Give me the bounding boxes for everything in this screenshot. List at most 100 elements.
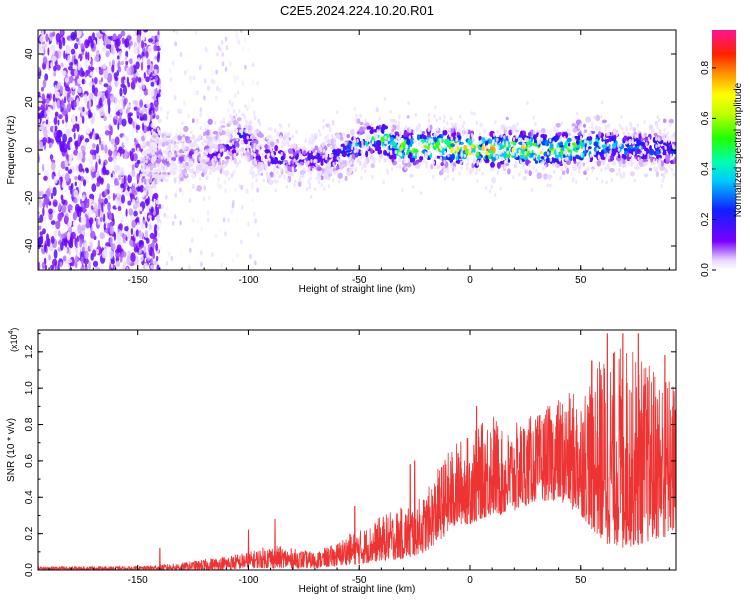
- spectrogram-cell: [132, 100, 138, 105]
- spectrogram-cell: [147, 89, 151, 95]
- spectrogram-cell: [39, 214, 44, 223]
- spectrogram-cell: [100, 77, 103, 82]
- spectrogram-cell: [251, 216, 254, 222]
- spectrogram-cell: [142, 35, 146, 41]
- spectrogram-cell: [378, 124, 382, 130]
- spectrogram-cell: [254, 260, 257, 266]
- spectrogram-cell: [84, 59, 89, 69]
- spectrogram-cell: [53, 249, 58, 260]
- spectrogram-cell: [66, 104, 70, 112]
- spectrogram-cell: [97, 208, 101, 218]
- spectrogram-cell: [170, 255, 174, 261]
- spectrogram-cell: [246, 106, 249, 111]
- spectrogram-cell: [114, 76, 119, 82]
- spectrogram-cell: [83, 141, 88, 147]
- spectrogram-cell: [68, 185, 71, 191]
- spectrogram-cell: [62, 37, 66, 47]
- spectrogram-cell: [254, 218, 257, 224]
- spectrogram-cell: [142, 65, 148, 72]
- spectrogram-cell: [135, 76, 139, 82]
- spectrogram-cell: [73, 149, 79, 156]
- spectrogram-cell: [97, 239, 101, 250]
- spectrogram-cell: [77, 134, 81, 144]
- spectrogram-cell: [78, 163, 83, 173]
- spectrogram-cell: [206, 124, 209, 129]
- spectrogram-cell: [137, 43, 141, 49]
- spectrogram-cell: [207, 85, 210, 91]
- spectrogram-cell: [105, 125, 109, 131]
- spectrogram-cell: [64, 172, 70, 182]
- spectrogram-cell: [245, 188, 249, 194]
- spectrogram-cell: [121, 194, 125, 204]
- spectrogram-cell: [152, 124, 156, 130]
- spectrogram-cell: [143, 72, 146, 79]
- spectrogram-cell: [131, 198, 135, 206]
- spectrogram-cell: [81, 70, 85, 77]
- spectrogram-cell: [121, 251, 127, 258]
- spectrogram-cell: [235, 217, 239, 223]
- spectrogram-cell: [157, 85, 160, 91]
- spectrogram-cell: [89, 71, 94, 77]
- spectrogram-cell: [174, 192, 178, 198]
- spectrogram-cell: [247, 221, 250, 227]
- spectrogram-cell: [155, 114, 160, 120]
- spectrogram-cell: [116, 152, 121, 160]
- spectrogram-cell: [38, 112, 44, 118]
- spectrogram-cell: [236, 90, 240, 96]
- spectrogram-cell: [155, 199, 160, 205]
- spectrogram-cell: [77, 209, 82, 218]
- spectrogram-cell: [78, 182, 82, 192]
- spectrogram-cell: [179, 109, 183, 115]
- spectrogram-cell: [81, 246, 86, 253]
- spectrogram-cell: [77, 64, 81, 71]
- spectrogram-cell: [67, 204, 73, 211]
- spectrogram-cell: [53, 71, 57, 77]
- spectrogram-cell: [100, 143, 104, 151]
- spectrogram-cell: [540, 127, 546, 134]
- spectrogram-cell: [42, 216, 47, 222]
- spectrogram-cell: [145, 50, 149, 59]
- spectrogram-cell: [162, 169, 167, 173]
- spectrogram-cell: [118, 231, 123, 237]
- spectrogram-cell: [50, 192, 54, 200]
- spectrogram-cell: [38, 225, 42, 231]
- spectrogram-cell: [83, 114, 89, 120]
- spectrogram-cell: [52, 93, 56, 103]
- spectrogram-cell: [132, 153, 138, 162]
- spectrogram-cell: [101, 250, 108, 259]
- spectrogram-cell: [119, 87, 123, 97]
- spectrogram-cell: [42, 43, 45, 54]
- spectrogram-cell: [110, 138, 116, 145]
- spectrogram-cell: [202, 196, 206, 202]
- spectrogram-cell: [77, 224, 82, 234]
- spectrogram-cell: [102, 46, 105, 53]
- spectrogram-cell: [203, 185, 206, 191]
- spectrogram-cell: [61, 233, 67, 239]
- spectrogram-cell: [136, 196, 140, 201]
- spectrogram-cell: [89, 209, 93, 215]
- spectrogram-cell: [81, 79, 85, 85]
- spectrogram-cell: [103, 83, 109, 88]
- spectrogram-cell: [106, 72, 113, 83]
- spectrogram-cell: [148, 69, 151, 75]
- spectrogram-cell: [61, 70, 67, 77]
- spectrogram-cell: [117, 200, 121, 206]
- spectrogram-cell: [117, 205, 122, 212]
- spectrogram-cell: [61, 119, 65, 124]
- spectrogram-cell: [230, 129, 234, 135]
- spectrogram-cell: [109, 145, 115, 152]
- spectrogram-cell: [138, 89, 142, 95]
- spectrogram-cell: [104, 130, 110, 136]
- spectrogram-cell: [89, 92, 94, 102]
- spectrogram-cell: [99, 97, 103, 107]
- spectrogram-cell: [96, 181, 100, 187]
- spectrogram-cell: [95, 152, 99, 162]
- spectrogram-cell: [120, 148, 125, 154]
- spectrogram-cell: [143, 211, 147, 217]
- spectrogram-cell: [157, 96, 161, 102]
- spectrogram-cell: [149, 63, 154, 73]
- spectrogram-cell: [61, 98, 64, 108]
- spectrogram-cell: [92, 260, 99, 268]
- spectrogram-cell: [117, 99, 120, 109]
- spectrogram-cell: [58, 114, 63, 120]
